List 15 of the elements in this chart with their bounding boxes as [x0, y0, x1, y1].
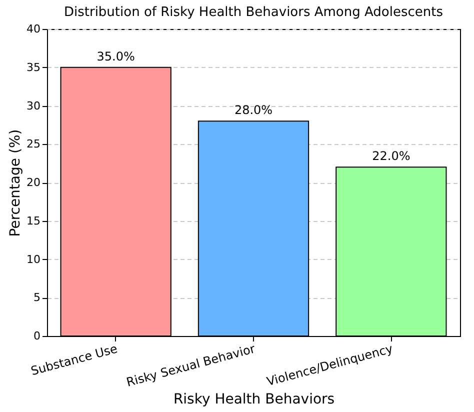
x-axis-title: Risky Health Behaviors: [173, 391, 335, 408]
y-tick-label: 30: [26, 99, 40, 112]
y-tick-label: 40: [26, 22, 40, 36]
y-tick-label: 25: [26, 138, 40, 151]
data-label: 28.0%: [234, 103, 273, 118]
y-tick-label: 15: [26, 214, 40, 228]
chart-title: Distribution of Risky Health Behaviors Among Adolescents: [64, 5, 444, 20]
y-tick-label: 20: [26, 176, 40, 189]
data-label: 35.0%: [96, 49, 135, 64]
y-tick-label: 0: [34, 330, 40, 342]
y-tick-label: 10: [26, 252, 40, 266]
y-tick-label: 5: [34, 291, 40, 304]
y-axis-title: Percentage (%): [8, 129, 24, 237]
y-tick-label: 35: [26, 60, 40, 74]
data-label: 22.0%: [372, 149, 410, 164]
